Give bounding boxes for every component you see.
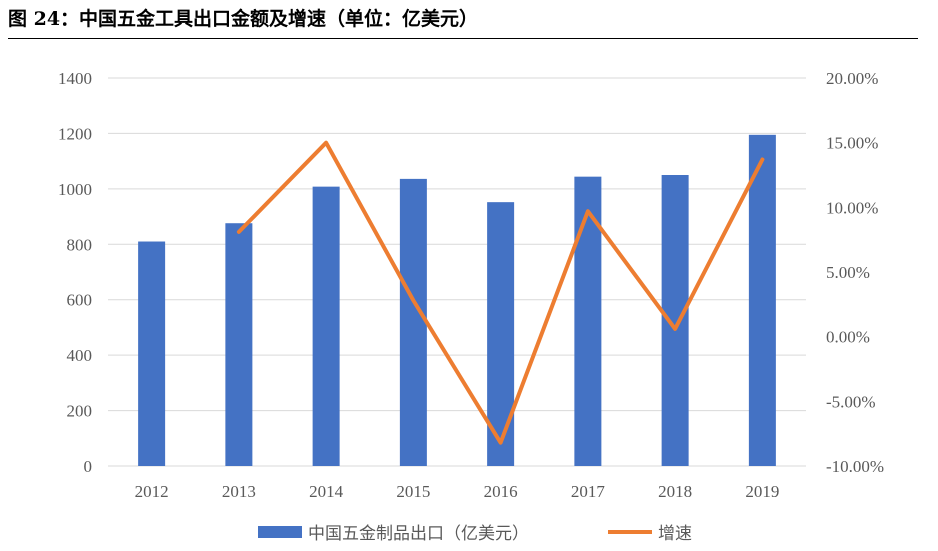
x-axis-ticks: 2012 2013 2014 2015 2016 2017 2018 2019 xyxy=(135,482,780,501)
bar xyxy=(312,186,340,466)
legend-line-label: 增速 xyxy=(658,524,692,544)
bar xyxy=(661,175,689,466)
right-tick-label: 15.00% xyxy=(826,134,878,153)
line-series xyxy=(236,140,765,445)
legend-bar-swatch xyxy=(258,526,302,538)
left-tick-label: 1000 xyxy=(58,180,92,199)
bar xyxy=(138,241,166,466)
left-tick-label: 600 xyxy=(67,291,93,310)
bar-series xyxy=(138,134,776,467)
title-rule xyxy=(8,38,918,39)
right-tick-label: 20.00% xyxy=(826,69,878,88)
x-tick-label: 2019 xyxy=(745,482,779,501)
right-tick-label: 5.00% xyxy=(826,263,870,282)
right-tick-label: -5.00% xyxy=(826,392,876,411)
x-tick-label: 2015 xyxy=(396,482,430,501)
left-axis-ticks: 0 200 400 600 800 1000 1200 1400 xyxy=(58,69,92,476)
growth-line xyxy=(236,140,765,445)
gridlines xyxy=(108,77,806,467)
x-tick-label: 2018 xyxy=(658,482,692,501)
bar xyxy=(748,134,776,467)
x-tick-label: 2012 xyxy=(135,482,169,501)
bar xyxy=(399,178,427,466)
bar xyxy=(574,176,602,467)
figure-title: 图 24：中国五金工具出口金额及增速（单位：亿美元） xyxy=(8,8,479,30)
left-tick-label: 1200 xyxy=(58,124,92,143)
left-tick-label: 400 xyxy=(67,346,93,365)
right-tick-label: 10.00% xyxy=(826,198,878,217)
left-tick-label: 0 xyxy=(84,457,93,476)
right-tick-label: 0.00% xyxy=(826,328,870,347)
left-tick-label: 1400 xyxy=(58,69,92,88)
right-tick-label: -10.00% xyxy=(826,457,884,476)
legend-bar-label: 中国五金制品出口（亿美元） xyxy=(308,524,529,544)
right-axis-ticks: -10.00% -5.00% 0.00% 5.00% 10.00% 15.00% 20.00… xyxy=(826,69,884,476)
x-tick-label: 2017 xyxy=(571,482,606,501)
bar xyxy=(225,223,253,466)
left-tick-label: 200 xyxy=(67,402,93,421)
left-tick-label: 800 xyxy=(67,235,93,254)
x-tick-label: 2014 xyxy=(309,482,344,501)
legend: 中国五金制品出口（亿美元） 增速 xyxy=(258,524,692,544)
x-tick-label: 2013 xyxy=(222,482,256,501)
x-tick-label: 2016 xyxy=(484,482,518,501)
